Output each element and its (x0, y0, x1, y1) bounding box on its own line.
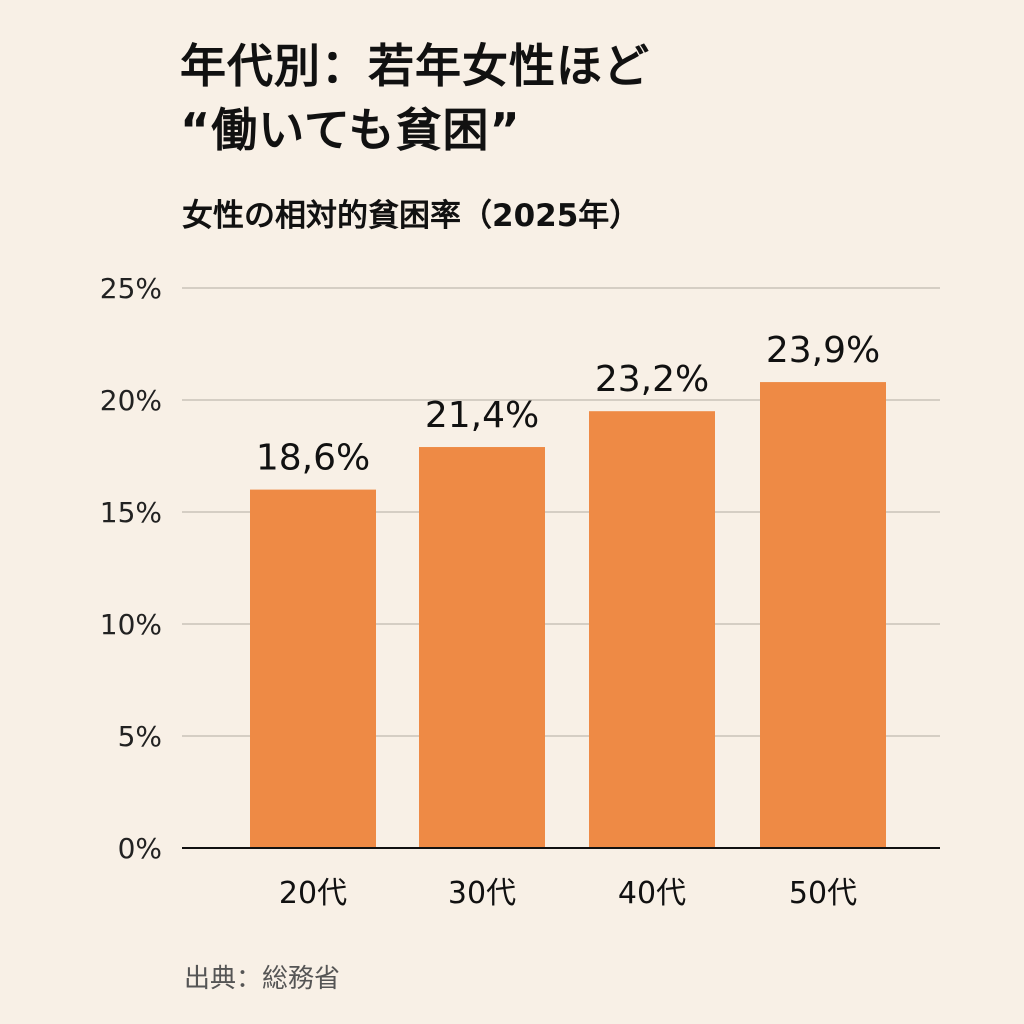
x-tick-label: 30代 (448, 876, 516, 911)
x-tick-label: 20代 (279, 876, 347, 911)
bar (419, 447, 545, 848)
y-tick-label: 0% (118, 832, 162, 865)
chart-subtitle: 女性の相対的貧困率（2025年） (182, 198, 641, 234)
data-label: 23,9% (766, 330, 880, 371)
y-tick-label: 5% (118, 720, 162, 753)
bar (250, 489, 376, 848)
title-line-1: 年代別：若年女性ほど (180, 39, 650, 93)
data-label: 18,6% (256, 438, 370, 479)
y-tick-label: 20% (100, 384, 162, 417)
y-tick-label: 10% (100, 608, 162, 641)
chart-title: 年代別：若年女性ほど “働いても貧困” (180, 34, 650, 162)
y-tick-label: 15% (100, 496, 162, 529)
x-tick-label: 50代 (789, 876, 857, 911)
title-line-2: “働いても貧困” (180, 103, 521, 157)
data-label: 21,4% (425, 395, 539, 436)
source-note: 出典：総務省 (184, 964, 341, 994)
data-label: 23,2% (595, 359, 709, 400)
y-tick-label: 25% (100, 272, 162, 305)
bar (589, 411, 715, 848)
bar (760, 382, 886, 848)
x-tick-label: 40代 (618, 876, 686, 911)
